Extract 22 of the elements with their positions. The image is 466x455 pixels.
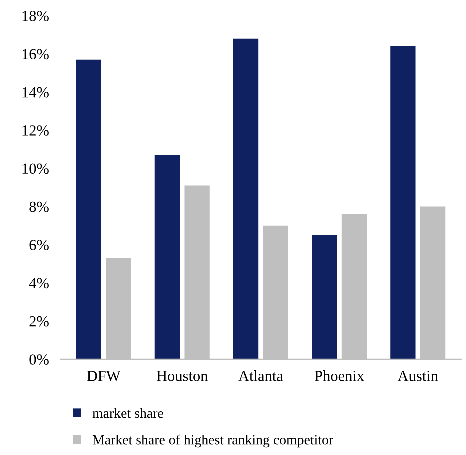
- y-tick-label: 4%: [29, 278, 49, 289]
- bar: [154, 155, 180, 360]
- bar: [312, 235, 338, 360]
- y-tick-label: 8%: [30, 202, 49, 212]
- bar: [390, 46, 416, 360]
- y-tick-label: 0%: [30, 354, 49, 365]
- x-tick-label: Houston: [156, 371, 208, 382]
- bar: [76, 60, 102, 360]
- y-tick-label: 18%: [22, 11, 49, 22]
- y-tick-label: 2%: [30, 316, 49, 327]
- legend-label: Market share of highest ranking competitor: [92, 434, 334, 448]
- y-tick-label: 10%: [22, 164, 49, 174]
- x-tick-label: Austin: [398, 371, 438, 382]
- x-tick-label: Atlanta: [238, 370, 284, 382]
- y-tick-label: 12%: [22, 126, 49, 136]
- y-tick-label: 6%: [30, 240, 49, 250]
- x-tick-label: Phoenix: [314, 370, 364, 382]
- bar: [233, 38, 259, 360]
- legend-label: market share: [92, 408, 164, 418]
- y-tick-label: 14%: [22, 87, 49, 98]
- y-tick-label: 16%: [22, 49, 49, 60]
- x-tick-label: DFW: [87, 371, 121, 382]
